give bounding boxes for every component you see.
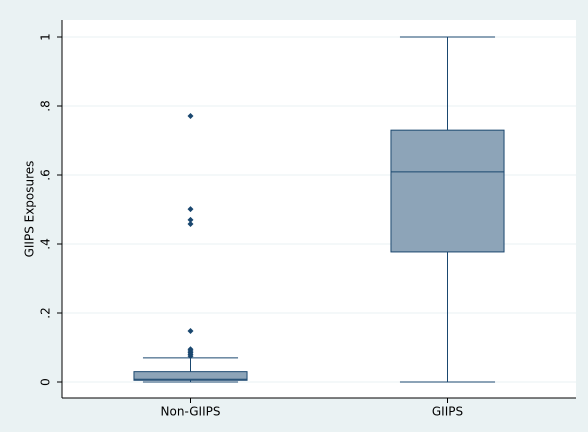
outlier xyxy=(187,220,194,227)
outlier xyxy=(187,346,194,353)
y-tick-label: .4 xyxy=(39,238,53,249)
outlier xyxy=(187,206,194,213)
y-tick-label: 0 xyxy=(39,378,53,386)
y-tick-label: 1 xyxy=(39,33,53,41)
y-tick-label: .6 xyxy=(39,169,53,180)
x-tick-label: Non-GIIPS xyxy=(161,405,221,419)
y-tick-label: .8 xyxy=(39,100,53,111)
box xyxy=(390,129,505,253)
y-axis-title: GIIPS Exposures xyxy=(23,161,37,258)
x-tick-label: GIIPS xyxy=(432,405,463,419)
outlier xyxy=(187,327,194,334)
outlier xyxy=(187,216,194,223)
y-tick-label: .2 xyxy=(39,307,53,318)
box xyxy=(133,371,248,381)
outlier xyxy=(187,113,194,120)
